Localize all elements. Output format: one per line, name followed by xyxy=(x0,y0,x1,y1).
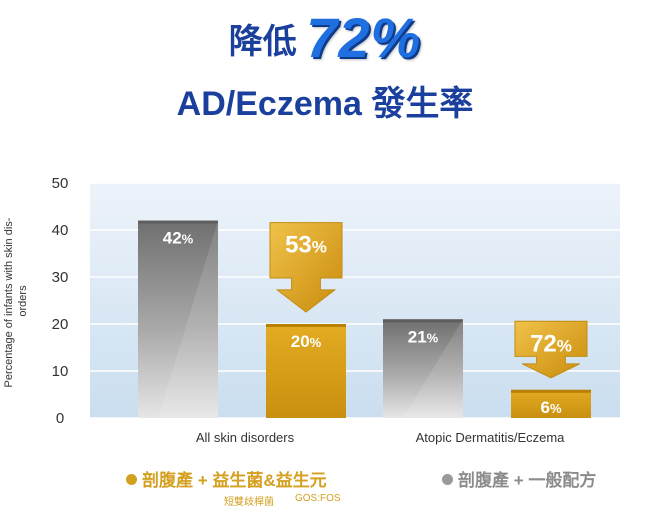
y-axis-label: Percentage of infants with skin dis- ord… xyxy=(3,214,29,387)
legend-dot-gray xyxy=(442,474,453,485)
bar-top-edge xyxy=(138,220,218,224)
bar-top-edge xyxy=(266,324,346,327)
bar-top-edge xyxy=(383,319,463,323)
x-tick-label: Atopic Dermatitis/Eczema xyxy=(416,430,566,445)
legend-note-gosfos: GOS:FOS xyxy=(295,493,341,504)
y-tick-label: 10 xyxy=(52,363,69,380)
bar-standard xyxy=(383,319,463,418)
bars: 42% 20% 53% 21% 6% 72% xyxy=(138,220,591,418)
legend-dot-gold xyxy=(126,474,137,485)
bar-value-label: 20% xyxy=(291,332,322,351)
y-axis: 0 10 20 30 40 50 xyxy=(52,175,69,427)
headline-prefix: 降低 xyxy=(228,23,297,61)
reduction-arrow xyxy=(514,320,588,379)
legend-item-probiotic: 剖腹產 + 益生菌&益生元 xyxy=(126,466,327,491)
bar-probiotic xyxy=(266,324,346,418)
y-tick-label: 40 xyxy=(52,222,69,239)
bar-sheen xyxy=(158,220,218,418)
y-tick-label: 20 xyxy=(52,316,69,333)
x-axis: All skin disorders Atopic Dermatitis/Ecze… xyxy=(196,430,565,445)
y-tick-label: 30 xyxy=(52,269,69,286)
bar-top-edge xyxy=(511,389,591,393)
y-axis-label-line2: orders xyxy=(17,285,29,317)
y-tick-label: 0 xyxy=(56,410,64,427)
bar-standard xyxy=(138,220,218,418)
bar-value-label: 42% xyxy=(163,229,194,248)
y-tick-label: 50 xyxy=(52,175,69,192)
headline-line1: 降低 72% xyxy=(0,8,650,72)
legend-note-strain: 短雙歧桿菌 xyxy=(224,497,274,508)
headline-suffix: 發生率 xyxy=(371,85,474,123)
reduction-label: 53% xyxy=(285,232,327,259)
y-axis-label-line1: Percentage of infants with skin dis- xyxy=(3,217,15,387)
headline-line2: AD/Eczema 發生率 xyxy=(0,82,650,126)
legend-item-standard: 剖腹產 + 一般配方 xyxy=(442,466,596,491)
bar-probiotic xyxy=(511,389,591,418)
bar-sheen xyxy=(403,319,463,418)
x-tick-label: All skin disorders xyxy=(196,430,295,445)
reduction-arrow xyxy=(269,222,343,313)
legend-label-probiotic: 剖腹產 + 益生菌&益生元 xyxy=(142,471,327,490)
headline-value: 72% xyxy=(306,6,422,69)
reduction-label: 72% xyxy=(530,330,572,357)
bar-value-label: 6% xyxy=(540,398,561,417)
legend-label-standard: 剖腹產 + 一般配方 xyxy=(458,471,597,490)
headline-latin: AD/Eczema xyxy=(176,85,362,123)
bar-value-label: 21% xyxy=(408,327,439,346)
